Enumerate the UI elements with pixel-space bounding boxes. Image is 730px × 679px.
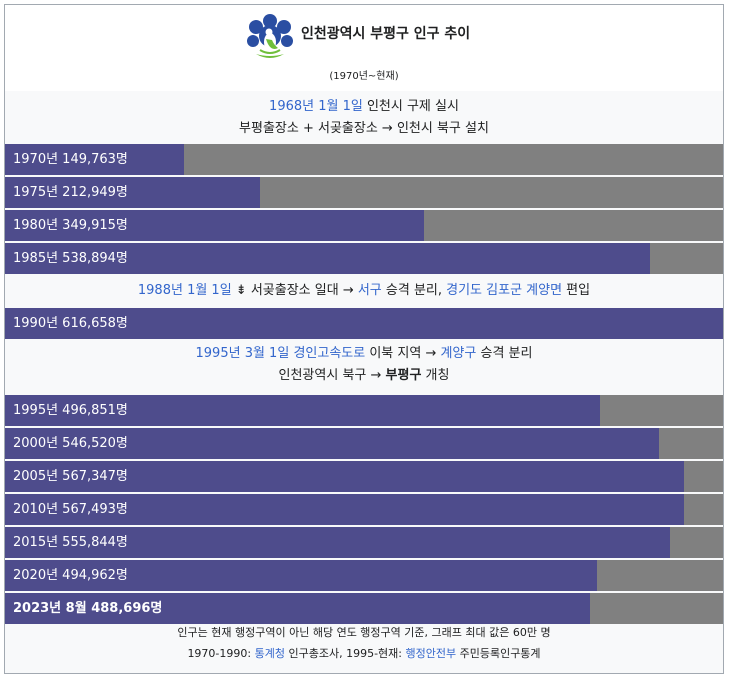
note-1988-tail: 편입 bbox=[562, 283, 591, 298]
bar-row-1995: 1995년 496,851명 bbox=[5, 395, 723, 426]
bar-label: 1970년 149,763명 bbox=[13, 152, 128, 167]
footer-src-a: 1970-1990: bbox=[187, 647, 255, 660]
link-gimpo-gyeyang[interactable]: 경기도 김포군 계양면 bbox=[446, 283, 563, 298]
note-1995-line2c: 개칭 bbox=[421, 368, 450, 383]
note-1988: 1988년 1월 1일 ⇟ 서곶출장소 일대 → 서구 승격 분리, 경기도 김… bbox=[5, 275, 723, 307]
bar bbox=[5, 210, 424, 241]
link-mois[interactable]: 행정안전부 bbox=[405, 647, 457, 660]
link-1988-date[interactable]: 1988년 1월 1일 bbox=[137, 283, 232, 298]
bar-row-2005: 2005년 567,347명 bbox=[5, 461, 723, 492]
note-1995-tail: 승격 분리 bbox=[476, 346, 533, 361]
note-1995-line2b: 부평구 bbox=[385, 368, 422, 383]
footer-src-c: 주민등록인구통계 bbox=[456, 647, 541, 660]
bar-row-1985: 1985년 538,894명 bbox=[5, 243, 723, 274]
link-statistics-korea[interactable]: 통계청 bbox=[254, 647, 285, 660]
link-gyeongin-expressway[interactable]: 경인고속도로 bbox=[293, 346, 366, 361]
bar bbox=[5, 144, 184, 175]
bupyeong-gu-emblem-icon bbox=[247, 14, 293, 58]
link-1995-date[interactable]: 1995년 3월 1일 bbox=[195, 346, 290, 361]
bar bbox=[5, 177, 260, 208]
bar-row-2010: 2010년 567,493명 bbox=[5, 494, 723, 525]
footer-src-b: 인구총조사, 1995-현재: bbox=[284, 647, 406, 660]
population-chart-box: 인천광역시 부평구 인구 추이 (1970년~현재) 1968년 1월 1일 인… bbox=[4, 4, 724, 674]
bar-label: 2015년 555,844명 bbox=[13, 535, 128, 550]
bar bbox=[5, 428, 659, 459]
note-1968-text: 인천시 구제 실시 bbox=[362, 99, 459, 114]
bar-label: 2010년 567,493명 bbox=[13, 502, 128, 517]
bar-label: 1990년 616,658명 bbox=[13, 316, 128, 331]
note-1995-mid: 이북 지역 → bbox=[365, 346, 441, 361]
bar bbox=[5, 461, 684, 492]
bar bbox=[5, 527, 670, 558]
link-1968-date[interactable]: 1968년 1월 1일 bbox=[269, 99, 363, 114]
note-1995-line2a: 인천광역시 북구 → bbox=[278, 368, 386, 383]
footer-note: 인구는 현재 행정구역이 아닌 해당 연도 행정구역 기준, 그래프 최대 값은… bbox=[177, 626, 551, 639]
bar-row-1980: 1980년 349,915명 bbox=[5, 210, 723, 241]
note-1995: 1995년 3월 1일 경인고속도로 이북 지역 → 계양구 승격 분리 인천광… bbox=[5, 339, 723, 397]
chart-header: 인천광역시 부평구 인구 추이 (1970년~현재) bbox=[5, 5, 723, 91]
bar-label: 1980년 349,915명 bbox=[13, 218, 128, 233]
chart-title: 인천광역시 부평구 인구 추이 bbox=[301, 26, 471, 42]
bar-row-2015: 2015년 555,844명 bbox=[5, 527, 723, 558]
bar-label: 1985년 538,894명 bbox=[13, 251, 128, 266]
note-1988-mid: ⇟ 서곶출장소 일대 → bbox=[231, 283, 358, 298]
bar bbox=[5, 560, 597, 591]
bar bbox=[5, 593, 590, 624]
link-seogu[interactable]: 서구 bbox=[357, 283, 382, 298]
link-gyeyang-gu[interactable]: 계양구 bbox=[440, 346, 477, 361]
note-1988-mid2: 승격 분리, bbox=[381, 283, 447, 298]
note-1968: 1968년 1월 1일 인천시 구제 실시 부평출장소 + 서곶출장소 → 인천… bbox=[5, 93, 723, 146]
bar-row-2000: 2000년 546,520명 bbox=[5, 428, 723, 459]
bar bbox=[5, 494, 684, 525]
bar-label: 1975년 212,949명 bbox=[13, 185, 128, 200]
bar-row-1990: 1990년 616,658명 bbox=[5, 308, 723, 339]
bar bbox=[5, 395, 600, 426]
bar-label: 2005년 567,347명 bbox=[13, 469, 128, 484]
bar-row-1970: 1970년 149,763명 bbox=[5, 144, 723, 175]
bar bbox=[5, 243, 650, 274]
chart-footer: 인구는 현재 행정구역이 아닌 해당 연도 행정구역 기준, 그래프 최대 값은… bbox=[5, 622, 723, 664]
note-1968-line2: 부평출장소 + 서곶출장소 → 인천시 북구 설치 bbox=[239, 121, 489, 136]
bar-row-2020: 2020년 494,962명 bbox=[5, 560, 723, 591]
bar bbox=[5, 308, 723, 339]
bar-row-2023년-8월: 2023년 8월 488,696명 bbox=[5, 593, 723, 624]
bar-row-1975: 1975년 212,949명 bbox=[5, 177, 723, 208]
bar-label: 2020년 494,962명 bbox=[13, 568, 128, 583]
bar-label: 1995년 496,851명 bbox=[13, 403, 128, 418]
bar-label: 2000년 546,520명 bbox=[13, 436, 128, 451]
footer-sources: 1970-1990: 통계청 인구총조사, 1995-현재: 행정안전부 주민등… bbox=[5, 643, 723, 664]
chart-range: (1970년~현재) bbox=[329, 71, 399, 82]
bar-label: 2023년 8월 488,696명 bbox=[13, 601, 163, 616]
